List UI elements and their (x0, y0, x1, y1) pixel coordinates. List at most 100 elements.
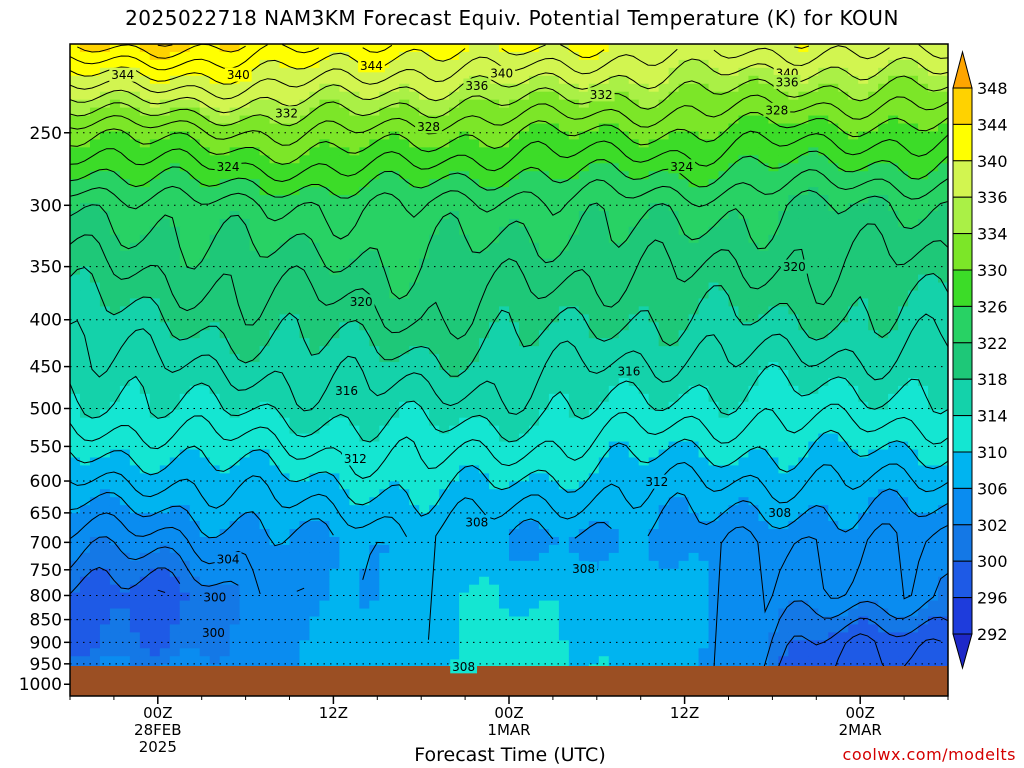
field-cell (379, 44, 390, 53)
field-cell (189, 377, 201, 387)
field-cell (718, 44, 730, 53)
field-cell (109, 338, 121, 347)
field-cell (888, 91, 899, 101)
field-cell (798, 99, 809, 109)
field-cell (938, 298, 948, 307)
field-cell (509, 489, 520, 498)
field-cell (389, 370, 400, 379)
field-cell (119, 481, 131, 490)
field-cell (828, 449, 839, 459)
field-cell (638, 346, 650, 355)
field-cell (578, 83, 590, 93)
field-cell (888, 346, 899, 355)
field-cell (558, 282, 570, 292)
field-cell (608, 210, 620, 220)
field-cell (439, 481, 450, 490)
field-cell (179, 107, 191, 117)
field-cell (588, 473, 600, 482)
field-cell (748, 210, 760, 220)
field-cell (459, 187, 470, 196)
field-cell (199, 393, 211, 403)
field-cell (578, 330, 590, 339)
field-cell (199, 401, 211, 411)
field-cell (229, 258, 241, 268)
field-cell (668, 115, 680, 125)
field-cell (149, 346, 161, 355)
field-cell (429, 218, 440, 228)
field-cell (638, 163, 650, 172)
field-cell (199, 258, 211, 268)
field-cell (918, 131, 929, 141)
field-cell (349, 83, 360, 93)
field-cell (938, 346, 948, 355)
field-cell (409, 433, 420, 443)
field-cell (518, 258, 530, 268)
field-cell (499, 290, 510, 300)
field-cell (658, 417, 670, 427)
field-cell (758, 51, 770, 61)
field-cell (918, 203, 929, 212)
field-cell (359, 234, 370, 244)
field-cell (429, 465, 440, 474)
field-cell (578, 346, 590, 355)
field-cell (419, 44, 430, 53)
field-cell (608, 354, 620, 363)
field-cell (698, 210, 710, 220)
field-cell (848, 139, 859, 148)
field-cell (99, 115, 111, 125)
field-cell (648, 75, 660, 85)
field-cell (838, 465, 849, 474)
field-cell (698, 147, 710, 156)
field-cell (229, 203, 241, 212)
field-cell (399, 258, 410, 268)
field-cell (70, 44, 81, 53)
field-cell (70, 409, 81, 419)
field-cell (708, 282, 720, 292)
field-cell (918, 457, 929, 467)
field-cell (319, 322, 331, 331)
field-cell (329, 218, 340, 228)
field-cell (538, 250, 550, 260)
field-cell (319, 131, 331, 141)
field-cell (648, 425, 660, 435)
field-cell (439, 258, 450, 268)
field-cell (109, 282, 121, 292)
field-cell (708, 187, 720, 196)
field-cell (648, 314, 660, 323)
field-cell (169, 385, 181, 395)
field-cell (708, 314, 720, 323)
field-cell (259, 449, 271, 459)
field-cell (239, 250, 251, 260)
field-cell (738, 417, 750, 427)
field-cell (918, 449, 929, 459)
field-cell (509, 385, 520, 395)
field-cell (768, 441, 779, 451)
field-cell (888, 393, 899, 403)
field-cell (938, 59, 948, 69)
field-cell (249, 330, 261, 339)
field-cell (79, 91, 91, 101)
field-cell (848, 147, 859, 156)
field-cell (568, 51, 580, 61)
field-cell (878, 187, 889, 196)
field-cell (748, 83, 760, 93)
field-cell (838, 330, 849, 339)
field-cell (70, 282, 81, 292)
field-cell (339, 314, 350, 323)
field-cell (469, 409, 480, 419)
field-cell (518, 226, 530, 236)
field-cell (229, 393, 241, 403)
field-cell (319, 210, 331, 220)
field-cell (648, 155, 660, 164)
field-cell (289, 59, 301, 69)
field-cell (289, 481, 301, 490)
field-cell (518, 195, 530, 204)
field-cell (518, 481, 530, 490)
field-cell (568, 393, 580, 403)
field-cell (688, 210, 700, 220)
field-cell (499, 409, 510, 419)
field-cell (389, 51, 400, 61)
field-cell (598, 163, 610, 172)
field-cell (618, 218, 630, 228)
field-cell (459, 314, 470, 323)
